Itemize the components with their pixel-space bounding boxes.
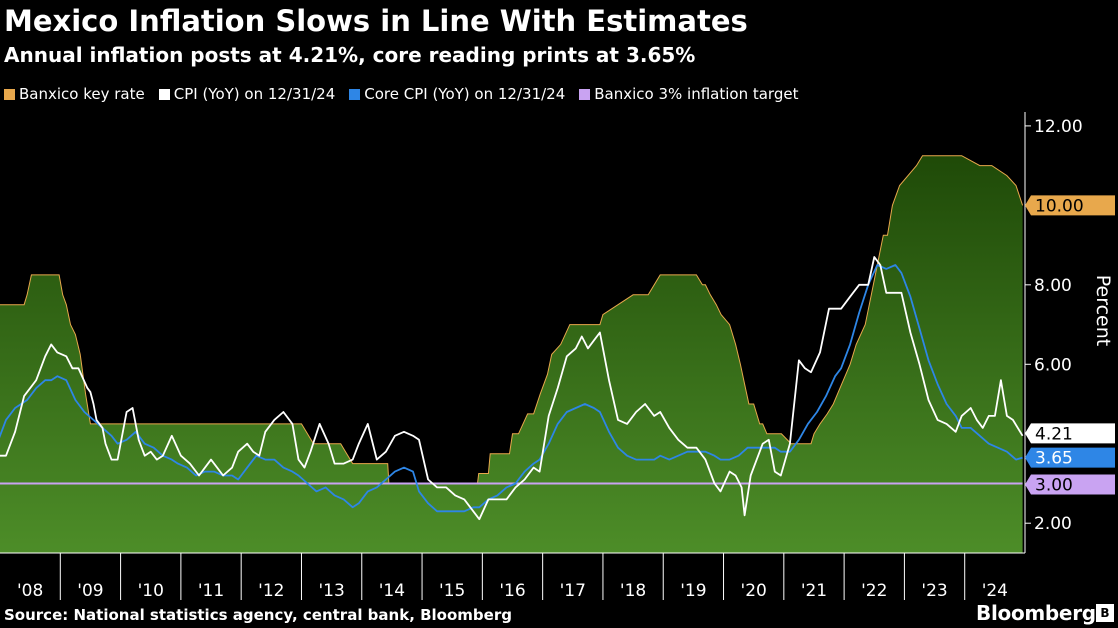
x-tick-label: '10 [138,581,164,601]
source-note: Source: National statistics agency, cent… [4,606,512,624]
legend-swatch-target [579,88,591,100]
end-label-tag [1025,195,1115,216]
legend-item-target: Banxico 3% inflation target [579,85,798,103]
end-label-tag [1025,423,1115,444]
x-tick-label: '15 [439,581,465,601]
x-tick-label: '19 [680,581,706,601]
x-tick-label: '21 [801,581,827,601]
brand-logo: Bloomberg [976,601,1096,625]
x-tick-label: '24 [982,581,1008,601]
y-tick-label: 8.00 [1034,276,1072,296]
y-tick-label: 6.00 [1034,355,1072,375]
legend-label-target: Banxico 3% inflation target [594,85,799,103]
end-label-cpi: 4.21 [1025,423,1115,444]
x-tick-label: '16 [499,581,525,601]
legend-swatch-cpi [158,88,170,100]
y-axis-label: Percent [1092,275,1114,347]
cpi-line [0,256,1024,521]
x-tick-label: '23 [921,581,947,601]
legend-label-rate: Banxico key rate [19,85,145,103]
end-label-value: 3.00 [1035,475,1073,495]
end-label-target: 3.00 [1025,474,1115,495]
x-tick-label: '08 [17,581,43,601]
x-tick-label: '22 [861,581,887,601]
y-tick-label: 12.00 [1034,117,1083,137]
x-tick-label: '13 [318,581,344,601]
x-tick-label: '11 [198,581,224,601]
legend-label-core: Core CPI (YoY) on 12/31/24 [364,85,566,103]
x-tick-label: '20 [741,581,767,601]
brand-icon: B [1096,604,1114,622]
legend-label-cpi: CPI (YoY) on 12/31/24 [173,85,336,103]
key-rate-edge [0,155,1024,484]
end-label-rate: 10.00 [1025,195,1115,216]
legend: Banxico key rate CPI (YoY) on 12/31/24 C… [4,85,798,103]
chart-title: Mexico Inflation Slows in Line With Esti… [4,4,748,38]
x-tick-label: '14 [379,581,405,601]
end-label-tag [1025,474,1115,495]
x-tick-label: '17 [560,581,586,601]
x-tick-label: '18 [620,581,646,601]
y-tick-label: 2.00 [1034,514,1072,534]
legend-swatch-core [349,88,361,100]
x-tick-label: '09 [77,581,103,601]
end-label-tag [1025,447,1115,468]
legend-item-rate: Banxico key rate [4,85,145,103]
legend-item-cpi: CPI (YoY) on 12/31/24 [158,85,336,103]
legend-swatch-rate [4,88,15,100]
end-label-core: 3.65 [1025,447,1115,469]
core-cpi-line [0,264,1023,513]
legend-item-core: Core CPI (YoY) on 12/31/24 [349,85,565,103]
end-label-value: 4.21 [1035,424,1073,444]
end-label-value: 3.65 [1035,449,1073,469]
chart-subtitle: Annual inflation posts at 4.21%, core re… [4,43,696,67]
x-tick-label: '12 [258,581,284,601]
end-label-value: 10.00 [1035,196,1084,216]
